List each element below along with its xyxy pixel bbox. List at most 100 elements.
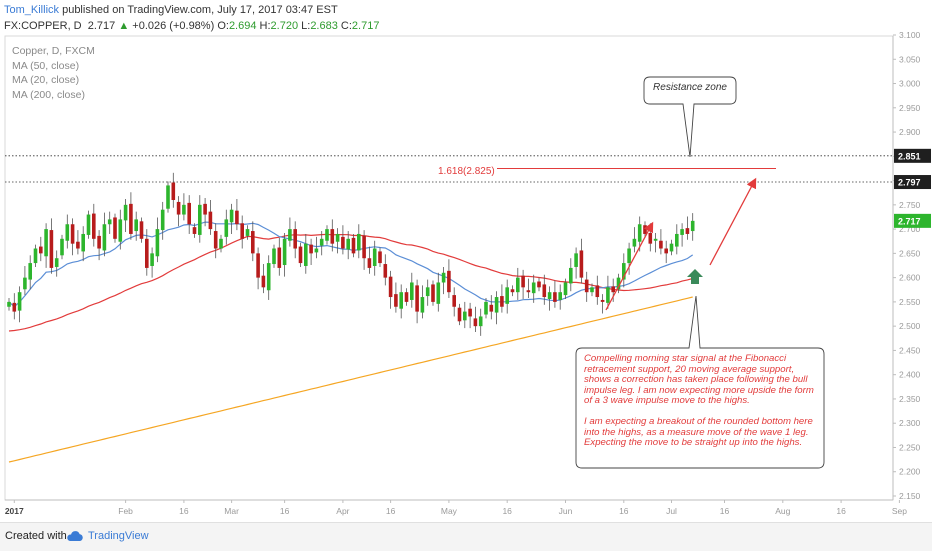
note-paragraph-2: I am expecting a breakout of the rounded… <box>584 415 813 449</box>
note-callout <box>575 295 825 469</box>
x-tick-label: 16 <box>619 506 629 516</box>
candle-body <box>537 281 541 288</box>
candle-body <box>12 302 17 312</box>
candle-body <box>49 230 54 268</box>
candle-body <box>298 246 303 264</box>
x-tick-label: Sep <box>892 506 907 516</box>
candle-body <box>553 292 557 302</box>
candle-body <box>60 238 64 256</box>
price-axis: 3.1003.0503.0002.9502.9002.8502.8002.750… <box>892 30 931 501</box>
candle-body <box>314 248 319 253</box>
candle-body <box>251 231 255 254</box>
x-tick-label: 16 <box>386 506 396 516</box>
candle-body <box>145 238 149 268</box>
candle-body <box>293 229 297 249</box>
candle-body <box>97 235 101 249</box>
price-tag <box>894 148 931 163</box>
high-label: H: <box>259 20 271 32</box>
x-tick-label: 16 <box>280 506 290 516</box>
candle-body <box>245 229 250 236</box>
candles <box>7 172 695 336</box>
candle-body <box>410 282 414 300</box>
candle-body <box>182 204 186 215</box>
candle-body <box>187 202 191 225</box>
candle-body <box>176 201 181 215</box>
candle-body <box>505 287 509 304</box>
legend-ma50[interactable]: MA (50, close) <box>12 59 80 72</box>
y-tick-label: 3.050 <box>899 54 921 64</box>
candle-body <box>463 311 467 321</box>
author-link[interactable]: Tom_Killick <box>4 4 60 16</box>
x-tick-label: Aug <box>775 506 790 516</box>
candle-body <box>28 263 32 280</box>
indicator-legend: Copper, D, FXCM MA (50, close) MA (20, c… <box>12 44 95 102</box>
candle-body <box>388 276 393 298</box>
candle-body <box>282 238 287 266</box>
price-tag-label: 2.797 <box>898 178 921 188</box>
x-tick-label: May <box>441 506 458 516</box>
candle-body <box>160 209 165 231</box>
legend-ma200[interactable]: MA (200, close) <box>12 88 85 101</box>
candle-body <box>394 294 398 307</box>
price-chart[interactable]: 3.1003.0503.0002.9502.9002.8502.8002.750… <box>0 0 932 522</box>
x-tick-label: 16 <box>502 506 512 516</box>
candle-body <box>425 287 430 297</box>
y-tick-label: 2.600 <box>899 273 921 283</box>
candle-body <box>351 237 356 254</box>
price-tag-label: 2.717 <box>898 216 921 226</box>
candle-body <box>256 253 260 278</box>
tradingview-link[interactable]: TradingView <box>88 530 149 542</box>
candle-body <box>452 295 456 307</box>
up-arrow-icon <box>687 269 703 284</box>
candle-body <box>675 233 679 247</box>
candle-body <box>547 292 552 299</box>
candle-body <box>378 251 382 264</box>
y-tick-label: 2.250 <box>899 442 921 452</box>
candle-body <box>669 243 674 252</box>
candle-body <box>325 229 329 241</box>
candle-body <box>500 296 504 307</box>
candle-body <box>357 233 361 251</box>
candle-body <box>81 233 85 252</box>
note-paragraph-1: Compelling morning star signal at the Fi… <box>584 353 814 407</box>
candle-body <box>622 263 626 280</box>
candle-body <box>65 224 70 241</box>
candle-body <box>203 203 207 215</box>
legend-ma20[interactable]: MA (20, close) <box>12 74 80 87</box>
candle-body <box>341 236 345 249</box>
x-tick-label: Apr <box>336 506 349 516</box>
candle-body <box>637 224 642 242</box>
x-tick-label: Jun <box>559 506 573 516</box>
candle-body <box>129 203 133 234</box>
candle-body <box>39 246 43 254</box>
candle-body <box>44 229 48 257</box>
candle-body <box>595 285 600 298</box>
candle-body <box>478 316 483 327</box>
y-tick-label: 2.150 <box>899 491 921 501</box>
ma20-path <box>8 221 694 308</box>
candle-body <box>685 228 690 234</box>
y-tick-label: 3.000 <box>899 79 921 89</box>
candle-body <box>102 224 107 251</box>
candle-body <box>23 277 27 290</box>
candle-body <box>213 231 218 249</box>
ma20-line <box>8 221 694 308</box>
candle-body <box>484 301 488 315</box>
candle-body <box>521 275 525 288</box>
candle-body <box>643 225 647 234</box>
candle-body <box>261 275 266 288</box>
candle-body <box>372 248 377 266</box>
drawings <box>575 76 825 469</box>
candle-body <box>600 299 605 302</box>
candle-body <box>76 241 80 249</box>
y-tick-label: 2.500 <box>899 321 921 331</box>
ma200-line <box>8 296 693 463</box>
open-value: 2.694 <box>228 20 257 32</box>
y-tick-label: 2.750 <box>899 200 921 210</box>
ma50-line <box>8 233 693 332</box>
candle-body <box>611 286 615 293</box>
candle-body <box>659 240 663 249</box>
x-tick-label: 16 <box>836 506 846 516</box>
candle-body <box>362 235 366 259</box>
candle-body <box>457 307 462 322</box>
